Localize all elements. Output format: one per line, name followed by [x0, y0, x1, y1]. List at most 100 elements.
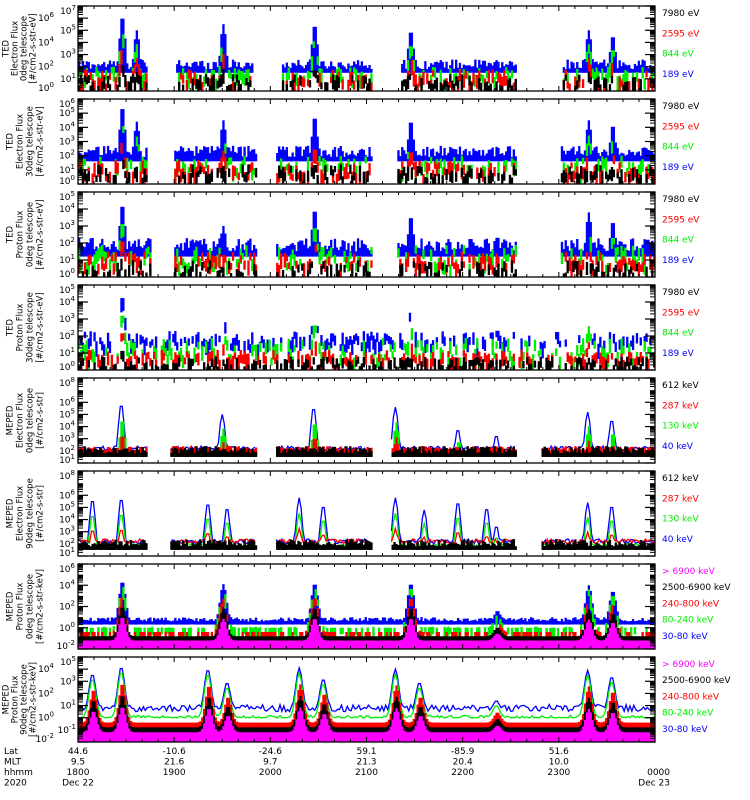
data-mark [204, 159, 208, 169]
series-line [78, 405, 655, 453]
data-mark [520, 338, 523, 353]
data-mark [645, 451, 648, 457]
data-mark [351, 339, 354, 355]
data-mark [631, 245, 635, 262]
data-mark [416, 66, 419, 73]
data-mark [489, 63, 492, 73]
data-mark [580, 358, 583, 370]
data-mark [253, 252, 256, 267]
data-mark [564, 339, 567, 347]
data-mark [145, 352, 148, 364]
data-mark [426, 449, 429, 455]
data-mark [606, 446, 610, 457]
data-mark [204, 543, 208, 550]
data-mark [356, 153, 360, 162]
data-mark [299, 336, 302, 351]
data-mark [591, 68, 594, 79]
data-mark [204, 147, 208, 162]
data-mark [116, 72, 119, 83]
data-mark [112, 174, 115, 184]
data-mark [245, 156, 248, 162]
data-mark [480, 73, 483, 82]
data-mark [424, 61, 427, 73]
data-mark [310, 349, 314, 356]
data-mark [293, 345, 296, 352]
data-mark [310, 136, 314, 162]
data-mark [428, 542, 431, 550]
data-mark [303, 621, 306, 625]
data-mark [499, 447, 502, 457]
data-mark [249, 618, 252, 625]
data-mark [418, 545, 421, 550]
legend-entry: 7980 eV [662, 9, 700, 19]
data-mark [89, 238, 92, 257]
data-mark [574, 539, 577, 550]
data-mark [124, 226, 127, 257]
data-mark [131, 620, 135, 625]
data-mark [351, 359, 354, 370]
data-mark [226, 55, 229, 73]
data-mark [441, 331, 444, 344]
data-mark [437, 242, 441, 257]
data-mark [212, 348, 215, 364]
data-mark [141, 270, 144, 277]
data-mark [285, 359, 289, 370]
data-mark [224, 436, 227, 457]
data-mark [589, 434, 592, 457]
data-mark [343, 351, 346, 361]
data-mark [466, 171, 469, 184]
data-mark [220, 450, 223, 457]
data-mark [403, 166, 406, 176]
data-mark [276, 541, 279, 550]
data-mark [418, 154, 421, 162]
data-mark [229, 72, 233, 80]
data-mark [343, 66, 346, 73]
data-mark [93, 362, 96, 370]
data-mark [493, 446, 496, 457]
data-mark [547, 360, 550, 370]
data-mark [85, 451, 89, 457]
data-mark [241, 448, 244, 457]
y-tick-label: 104 [59, 202, 75, 215]
data-mark [210, 146, 214, 162]
data-mark [380, 339, 383, 352]
data-mark [233, 618, 237, 625]
data-mark [106, 271, 110, 277]
data-mark [308, 539, 312, 550]
data-mark [251, 162, 254, 171]
data-mark [93, 351, 96, 366]
data-mark [626, 167, 629, 177]
data-mark [326, 446, 329, 455]
data-mark [410, 359, 414, 370]
data-mark [431, 247, 435, 257]
data-mark [593, 71, 596, 82]
data-mark [233, 345, 237, 355]
data-mark [391, 340, 394, 350]
data-mark [178, 81, 181, 91]
data-mark [333, 542, 337, 550]
data-mark [114, 65, 117, 73]
data-mark [591, 59, 594, 73]
data-mark [547, 450, 550, 457]
data-mark [556, 541, 560, 550]
data-mark [351, 263, 354, 277]
data-mark [620, 356, 623, 370]
data-mark [566, 173, 569, 184]
data-mark [93, 80, 96, 91]
data-mark [397, 444, 400, 455]
data-mark [85, 69, 89, 77]
data-mark [401, 447, 404, 457]
data-mark [274, 619, 277, 625]
data-mark [449, 68, 452, 76]
data-mark [543, 545, 546, 550]
data-mark [568, 257, 571, 272]
data-mark [126, 342, 129, 357]
data-mark [637, 447, 641, 457]
data-mark [478, 59, 481, 73]
data-mark [595, 146, 598, 162]
data-mark [129, 159, 133, 170]
data-mark [391, 448, 394, 455]
data-mark [439, 545, 442, 550]
data-mark [339, 62, 342, 73]
data-mark [133, 544, 137, 550]
